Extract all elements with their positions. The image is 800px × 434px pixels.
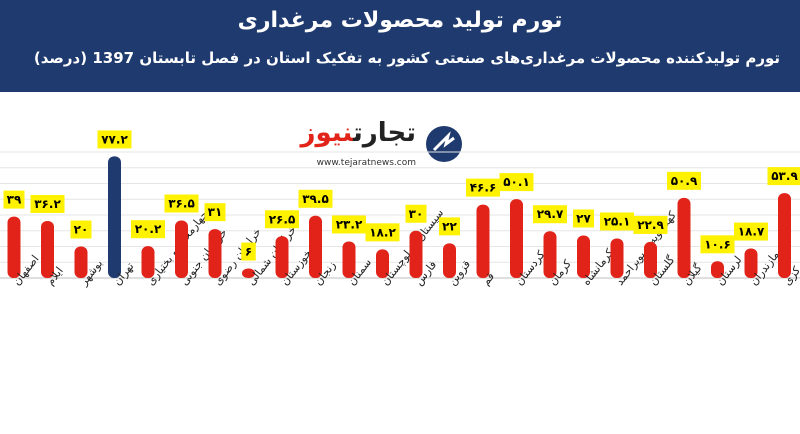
data-label: ۱۰.۶ <box>704 237 731 251</box>
data-label: ۳۹ <box>7 193 22 207</box>
bar <box>644 241 657 278</box>
bar <box>309 215 322 278</box>
data-label: ۱۸.۷ <box>738 225 765 239</box>
logo-wordmark: تجارتنیوز <box>276 118 417 148</box>
data-label-bg <box>667 171 701 190</box>
data-label: ۶ <box>245 245 252 259</box>
data-label: ۵۳.۹ <box>771 169 798 183</box>
data-label: ۲۶.۵ <box>269 212 296 226</box>
data-label: ۲۰.۲ <box>135 222 162 236</box>
data-label-bg <box>734 222 768 241</box>
data-label-bg <box>700 235 735 254</box>
data-label: ۳۰ <box>409 207 424 221</box>
data-label-bg <box>70 220 92 239</box>
chart-title: تورم تولید محصولات مرغداری <box>237 8 563 33</box>
data-label: ۷۷.۲ <box>101 132 128 146</box>
bar <box>778 193 791 278</box>
bar <box>677 197 691 278</box>
data-label-bg <box>600 212 634 231</box>
data-label: ۲۲.۹ <box>637 218 664 232</box>
bar <box>409 230 423 278</box>
data-label-bg <box>131 220 165 239</box>
data-label-bg <box>573 209 594 228</box>
logo-url: www.tejaratnews.com <box>316 158 416 168</box>
data-label: ۱۸.۲ <box>369 225 396 239</box>
bar <box>108 156 121 278</box>
data-label-bg <box>3 190 25 209</box>
data-label: ۲۳.۲ <box>336 217 363 231</box>
bar <box>610 238 624 278</box>
data-label: ۲۹.۷ <box>537 207 564 221</box>
data-label-bg <box>265 210 299 229</box>
data-label-bg <box>332 215 366 234</box>
logo-name-part1: تجارت <box>353 118 416 148</box>
data-label: ۳۶.۲ <box>34 197 61 211</box>
bar <box>242 268 255 278</box>
data-label: ۲۲ <box>442 219 457 233</box>
bar <box>175 220 188 278</box>
header-banner: تورم تولید محصولات مرغداری تورم تولیدکنن… <box>0 0 800 92</box>
data-label-bg <box>204 203 226 222</box>
data-label: ۳۹.۵ <box>302 192 329 206</box>
data-label: ۲۵.۱ <box>604 214 631 228</box>
bar <box>74 246 88 278</box>
data-label-bg <box>499 173 534 192</box>
data-label-bg <box>767 167 800 186</box>
logo-name-part2: نیوز <box>300 118 354 148</box>
data-label-bg <box>439 217 460 236</box>
bar <box>510 199 523 278</box>
data-label: ۵۰.۹ <box>671 174 698 188</box>
data-label: ۳۶.۵ <box>168 197 195 211</box>
data-label-bg <box>405 204 427 223</box>
bar <box>711 261 724 278</box>
data-label: ۲۷ <box>576 211 591 225</box>
data-label-bg <box>241 242 256 261</box>
bar <box>577 235 590 278</box>
brand-logo: تجارتنیوز www.tejaratnews.com <box>276 118 466 178</box>
chart-subtitle: تورم تولیدکننده محصولات مرغداری‌های صنعت… <box>33 49 780 67</box>
bar <box>744 248 758 278</box>
bar <box>7 216 21 278</box>
bar <box>543 231 557 278</box>
bar <box>342 241 356 278</box>
bar <box>41 220 54 278</box>
data-label: ۳۱ <box>208 205 223 219</box>
bar <box>275 236 289 278</box>
bar <box>376 249 389 278</box>
data-label: ۴۶.۶ <box>470 181 497 195</box>
data-label-bg <box>533 205 567 224</box>
data-label-bg <box>164 194 199 213</box>
data-label: ۵۰.۱ <box>503 175 530 189</box>
data-label-bg <box>633 215 668 234</box>
bar <box>208 229 222 278</box>
data-label-bg <box>97 130 132 149</box>
bar <box>443 243 456 278</box>
bar <box>476 204 490 278</box>
data-label-bg <box>365 223 400 242</box>
bar <box>141 246 155 278</box>
logo-globe-icon <box>426 126 462 162</box>
data-label-bg <box>466 178 500 197</box>
data-label-bg <box>298 189 333 208</box>
data-label-bg <box>30 194 65 213</box>
data-label: ۲۰ <box>74 223 89 237</box>
